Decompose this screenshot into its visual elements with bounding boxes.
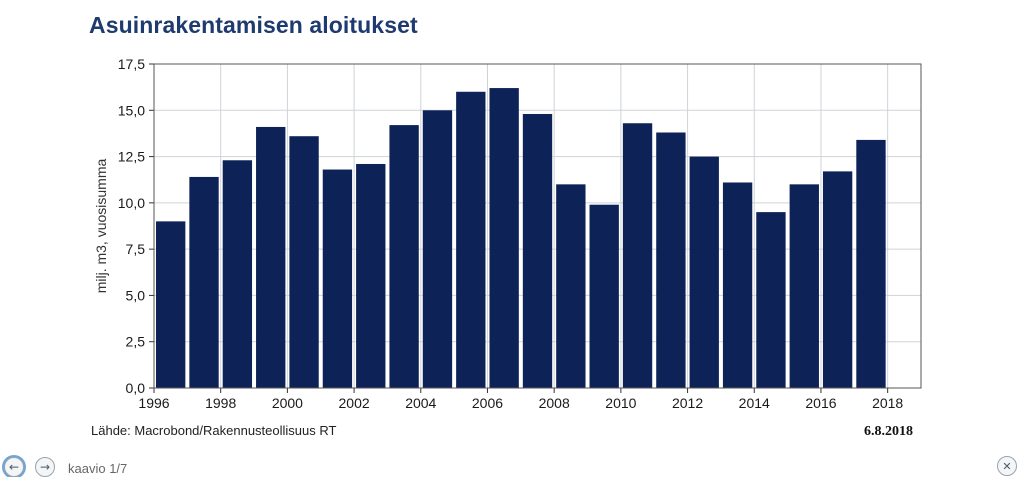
y-tick-label: 15,0 xyxy=(118,102,145,118)
date-stamp: 6.8.2018 xyxy=(864,424,913,439)
bar-2016 xyxy=(822,171,853,388)
x-tick-label: 2016 xyxy=(805,395,836,411)
x-tick-label: 2000 xyxy=(272,395,303,411)
bar-2010 xyxy=(622,123,653,388)
x-tick-label: 2018 xyxy=(872,395,903,411)
bar-2009 xyxy=(589,204,619,388)
bar-2014 xyxy=(756,212,786,388)
y-tick-label: 5,0 xyxy=(126,287,146,303)
bar-2011 xyxy=(656,132,686,388)
chart-title: Asuinrakentamisen aloitukset xyxy=(89,12,418,38)
y-tick-label: 7,5 xyxy=(126,241,146,257)
bar-2005 xyxy=(456,91,486,389)
arrow-left-icon[interactable]: ← xyxy=(4,457,24,477)
source-note: Lähde: Macrobond/Rakennusteollisuus RT xyxy=(91,423,337,438)
bar-2003 xyxy=(389,125,419,389)
x-tick-label: 2012 xyxy=(672,395,703,411)
x-tick-label: 2010 xyxy=(605,395,636,411)
bar-2008 xyxy=(556,184,586,388)
x-tick-label: 2014 xyxy=(739,395,770,411)
x-tick-label: 2002 xyxy=(339,395,370,411)
bar-1999 xyxy=(256,126,286,388)
bar-2012 xyxy=(689,156,719,388)
bar-2007 xyxy=(522,113,553,388)
bar-2001 xyxy=(322,169,353,388)
bar-1998 xyxy=(222,160,253,388)
y-tick-label: 12,5 xyxy=(118,149,145,165)
bar-2002 xyxy=(356,163,386,388)
x-tick-label: 2008 xyxy=(539,395,570,411)
y-tick-label: 0,0 xyxy=(126,380,146,396)
close-icon[interactable]: ✕ xyxy=(997,456,1017,476)
y-tick-label: 2,5 xyxy=(126,334,146,350)
bar-2000 xyxy=(289,136,319,388)
arrow-right-icon[interactable]: → xyxy=(35,457,55,477)
bar-1996 xyxy=(156,221,186,388)
bar-2013 xyxy=(722,182,753,388)
pager-label: kaavio 1/7 xyxy=(68,461,128,476)
y-tick-label: 10,0 xyxy=(118,195,145,211)
x-tick-label: 2004 xyxy=(405,395,436,411)
bar-2015 xyxy=(789,184,819,388)
bar-chart: 0,0 2,5 5,0 7,5 10,0 12,5 15,0 17,5 1996 1998 2000… xyxy=(93,56,922,411)
x-tick-label: 1996 xyxy=(138,395,169,411)
bar-2017 xyxy=(856,139,886,388)
slide-navigation: ← → kaavio 1/7 ✕ xyxy=(0,452,1024,477)
y-axis-label: milj. m3, vuosisumma xyxy=(93,159,109,294)
plot-frame xyxy=(153,63,922,389)
bar-2004 xyxy=(422,110,453,389)
x-tick-label: 2006 xyxy=(472,395,503,411)
bar-1997 xyxy=(189,176,219,388)
y-tick-label: 17,5 xyxy=(118,56,145,72)
x-tick-label: 1998 xyxy=(205,395,236,411)
bar-2006 xyxy=(489,88,519,388)
